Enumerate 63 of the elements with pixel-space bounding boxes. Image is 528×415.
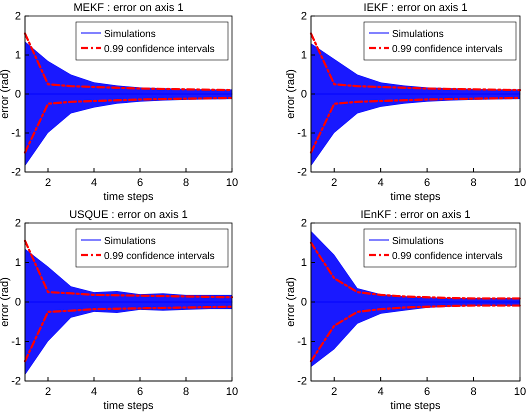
x-tick-label: 6: [136, 386, 144, 398]
y-tick-label: 0: [14, 88, 21, 101]
x-tick-label: 4: [90, 386, 98, 398]
chart-title: MEKF : error on axis 1: [73, 2, 184, 14]
y-tick-label: -1: [297, 336, 307, 348]
x-tick-label: 8: [470, 386, 477, 398]
x-tick-label: 8: [182, 386, 190, 398]
y-tick-label: -1: [11, 336, 21, 348]
y-axis-title: error (rad): [0, 277, 11, 327]
legend-label: 0.99 confidence intervals: [392, 44, 503, 55]
legend-label: Simulations: [392, 29, 444, 40]
x-tick-label: 2: [331, 386, 338, 398]
x-axis-title: time steps: [103, 400, 154, 412]
y-tick-label: -1: [11, 128, 21, 140]
y-tick-label: 2: [14, 10, 21, 23]
y-tick-label: 1: [300, 50, 307, 62]
line-series: [24, 96, 234, 154]
y-tick-label: -2: [11, 166, 21, 179]
y-tick-label: -2: [297, 166, 307, 179]
x-axis-title: time steps: [390, 191, 442, 203]
x-tick-label: 2: [331, 176, 338, 189]
x-axis-title: time steps: [103, 191, 154, 203]
x-tick-label: 8: [182, 176, 190, 189]
legend-label: Simulations: [392, 236, 444, 247]
x-tick-label: 6: [424, 386, 430, 398]
x-tick-label: 10: [226, 176, 238, 189]
y-tick-label: 0: [14, 296, 21, 309]
legend-label: Simulations: [104, 236, 156, 247]
x-axis-title: time steps: [390, 400, 442, 412]
legend-label: 0.99 confidence intervals: [392, 251, 503, 262]
chart-title: IEKF : error on axis 1: [364, 2, 468, 14]
y-tick-label: -1: [297, 128, 307, 140]
y-tick-label: 0: [300, 296, 307, 309]
y-tick-label: 1: [14, 257, 21, 270]
x-tick-label: 6: [136, 176, 144, 189]
y-axis-title: error (rad): [0, 69, 11, 119]
y-axis-title: error (rad): [285, 277, 297, 327]
legend-label: 0.99 confidence intervals: [104, 251, 215, 262]
x-tick-label: 6: [424, 176, 430, 189]
x-tick-label: 4: [378, 386, 384, 398]
y-tick-label: 2: [300, 218, 307, 230]
chart-title: USQUE : error on axis 1: [69, 209, 188, 221]
x-tick-label: 10: [514, 386, 526, 398]
y-tick-label: 1: [300, 257, 307, 270]
y-tick-label: 2: [300, 10, 307, 23]
x-tick-label: 10: [226, 386, 238, 398]
x-tick-label: 4: [378, 176, 384, 189]
x-tick-label: 4: [90, 176, 98, 189]
x-tick-label: 8: [470, 176, 477, 189]
y-tick-label: 2: [14, 218, 21, 230]
y-axis-title: error (rad): [285, 69, 297, 119]
legend-label: 0.99 confidence intervals: [104, 44, 215, 55]
line-series: [310, 304, 522, 362]
line-series: [24, 306, 234, 362]
y-tick-label: 0: [300, 88, 307, 101]
x-tick-label: 2: [44, 386, 52, 398]
x-tick-label: 10: [514, 176, 526, 189]
y-tick-label: 1: [14, 50, 21, 62]
y-tick-label: -2: [11, 376, 21, 388]
x-tick-label: 2: [44, 176, 52, 189]
y-tick-label: -2: [297, 376, 307, 388]
chart-title: IEnKF : error on axis 1: [360, 209, 471, 221]
legend-label: Simulations: [104, 29, 156, 40]
